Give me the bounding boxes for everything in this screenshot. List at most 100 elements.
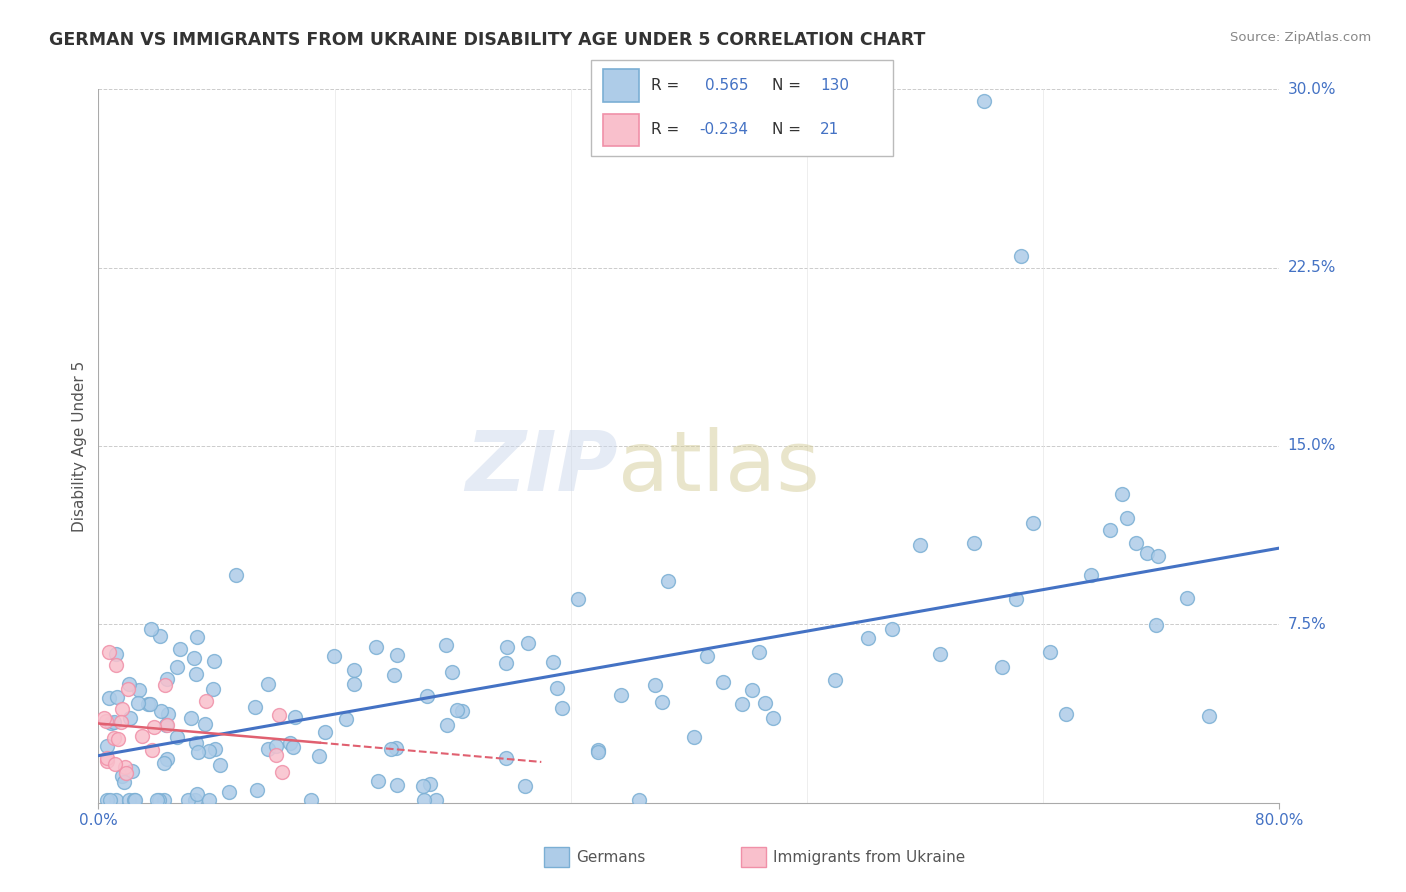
Point <box>156 752 179 766</box>
Text: 7.5%: 7.5% <box>1288 617 1326 632</box>
Point <box>264 739 287 754</box>
Point <box>516 636 538 650</box>
Point <box>197 793 219 807</box>
Text: Immigrants from Ukraine: Immigrants from Ukraine <box>773 850 966 864</box>
Point <box>127 696 149 710</box>
Point <box>546 681 568 695</box>
Point <box>98 691 121 706</box>
Point <box>202 682 225 697</box>
Point <box>284 710 307 724</box>
Point <box>308 749 330 764</box>
Point <box>513 779 536 793</box>
Point <box>148 793 170 807</box>
Point <box>1005 592 1028 607</box>
Point <box>762 711 785 725</box>
Point <box>644 678 666 692</box>
Point <box>495 640 517 655</box>
Point <box>177 793 200 807</box>
Point <box>149 704 172 718</box>
Point <box>156 718 179 732</box>
Point <box>128 683 150 698</box>
Point <box>567 592 589 607</box>
Point <box>153 756 176 770</box>
Point <box>928 647 950 661</box>
Point <box>184 793 207 807</box>
Point <box>105 690 128 705</box>
Text: 21: 21 <box>820 121 839 136</box>
Point <box>138 698 160 712</box>
Text: -0.234: -0.234 <box>699 121 748 136</box>
Point <box>103 731 125 745</box>
Point <box>141 743 163 757</box>
Point <box>146 793 169 807</box>
Point <box>367 773 389 788</box>
Point <box>1098 523 1121 537</box>
Point <box>609 688 631 702</box>
Point <box>366 640 388 655</box>
Point <box>157 706 180 721</box>
Text: N =: N = <box>772 78 806 94</box>
Point <box>748 644 770 658</box>
Bar <box>741 847 766 867</box>
Text: 15.0%: 15.0% <box>1288 439 1336 453</box>
Text: R =: R = <box>651 121 685 136</box>
Text: Germans: Germans <box>576 850 645 864</box>
Point <box>441 665 464 679</box>
Point <box>112 774 135 789</box>
Point <box>385 740 408 755</box>
Point <box>1022 516 1045 530</box>
Point <box>103 714 125 729</box>
Point <box>1125 536 1147 550</box>
Point <box>858 631 880 645</box>
Point <box>1039 645 1062 659</box>
Point <box>105 657 128 672</box>
Point <box>169 642 191 657</box>
Point <box>98 645 121 659</box>
Point <box>628 793 651 807</box>
Point <box>186 631 208 645</box>
Point <box>543 655 565 669</box>
Point <box>117 681 139 696</box>
Point <box>323 648 346 663</box>
Point <box>111 702 134 716</box>
Point <box>1080 568 1102 582</box>
Text: N =: N = <box>772 121 806 136</box>
Point <box>908 538 931 552</box>
Y-axis label: Disability Age Under 5: Disability Age Under 5 <box>72 360 87 532</box>
FancyBboxPatch shape <box>591 60 893 156</box>
Point <box>278 736 301 750</box>
Point <box>1146 549 1168 564</box>
Point <box>153 678 176 692</box>
Point <box>413 793 436 807</box>
Text: 130: 130 <box>820 78 849 94</box>
Point <box>136 697 159 711</box>
Point <box>551 701 574 715</box>
Point <box>194 716 217 731</box>
Point <box>1198 708 1220 723</box>
Point <box>93 711 115 725</box>
Point <box>696 649 718 664</box>
Point <box>180 711 202 725</box>
Point <box>120 711 142 725</box>
Point <box>382 668 405 682</box>
Point <box>218 785 240 799</box>
Point <box>118 793 141 807</box>
Point <box>267 708 290 723</box>
Point <box>141 622 163 636</box>
Point <box>184 666 207 681</box>
Point <box>183 651 205 665</box>
Point <box>657 574 679 588</box>
Point <box>450 704 472 718</box>
Bar <box>603 70 638 103</box>
Point <box>100 793 122 807</box>
Point <box>225 568 247 582</box>
Point <box>754 696 776 710</box>
Point <box>588 745 610 759</box>
Point <box>121 764 143 778</box>
Point <box>114 759 136 773</box>
Point <box>124 793 146 807</box>
Point <box>257 741 280 756</box>
Point <box>118 677 141 691</box>
Point <box>194 694 217 708</box>
Point <box>651 695 673 709</box>
